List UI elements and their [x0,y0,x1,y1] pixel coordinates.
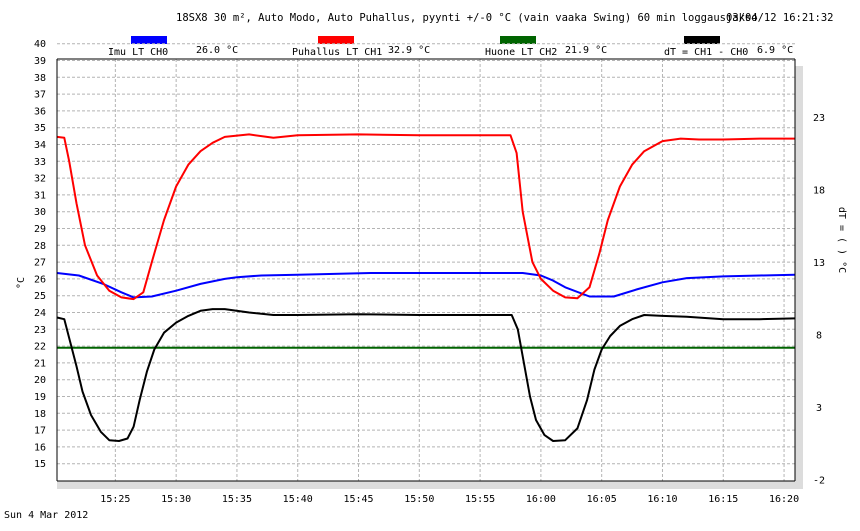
y-tick-label: 26 [34,274,46,285]
y-tick-label: 28 [34,241,46,252]
y-tick-label: 32 [34,174,46,185]
legend-value: 26.0 °C [196,45,238,56]
y-tick-label: 31 [34,190,46,201]
plot-background [57,59,795,481]
chart-title: 18SX8 30 m², Auto Modo, Auto Puhallus, p… [176,12,758,24]
legend-label: Huone LT CH2 [485,47,557,58]
legend: Imu LT CH0 26.0 °C Puhallus LT CH1 32.9 °C H… [108,36,793,58]
legend-swatch [318,36,354,44]
legend-label: Puhallus LT CH1 [292,47,382,58]
y-tick-label: 22 [34,342,46,353]
series-line-puhallus [56,133,795,301]
series-line-dt [56,308,796,442]
x-tick-label: 15:25 [100,494,130,505]
legend-swatch [684,36,720,44]
x-tick-label: 16:10 [647,494,677,505]
series-group [56,133,796,442]
x-tick-label: 16:20 [769,494,799,505]
legend-value: 32.9 °C [388,45,430,56]
x-tick-label: 15:40 [283,494,313,505]
y-axis-ticks: 15 16 17 18 19 20 21 22 23 24 25 26 27 28 29 30 31 32 33 34… [34,39,46,470]
y2-tick-label: 18 [813,186,825,197]
y-tick-label: 34 [34,140,46,151]
x-tick-label: 15:55 [465,494,495,505]
y2-tick-label: -2 [813,476,825,487]
legend-swatch [131,36,167,44]
y2-tick-label: 8 [816,331,822,342]
y-tick-label: 33 [34,157,46,168]
legend-label: dT = CH1 - CH0 [664,47,748,58]
x-tick-label: 15:30 [161,494,191,505]
x-tick-label: 15:50 [404,494,434,505]
y-tick-label: 17 [34,426,46,437]
y-tick-label: 39 [34,56,46,67]
x-tick-label: 16:00 [526,494,556,505]
series-line-imu [56,272,796,299]
y2-tick-label: 13 [813,258,825,269]
y-tick-label: 18 [34,409,46,420]
y-tick-label: 16 [34,442,46,453]
x-tick-label: 15:45 [343,494,373,505]
grid-horizontal [57,43,795,465]
y-tick-label: 25 [34,291,46,302]
y-tick-label: 38 [34,73,46,84]
legend-swatch [500,36,536,44]
y2-tick-label: 3 [816,403,822,414]
legend-value: 21.9 °C [565,45,607,56]
legend-value: 6.9 °C [757,45,793,56]
y-tick-label: 35 [34,123,46,134]
x-tick-label: 15:35 [222,494,252,505]
y-axis-label: °C [16,277,27,289]
legend-label: Imu LT CH0 [108,47,168,58]
footer-date: Sun 4 Mar 2012 [4,510,88,521]
y2-axis-ticks: -2 3 8 13 18 23 [813,113,825,487]
y-tick-label: 29 [34,224,46,235]
y-tick-label: 19 [34,392,46,403]
y-tick-label: 20 [34,375,46,386]
y-tick-label: 21 [34,358,46,369]
y-tick-label: 36 [34,106,46,117]
y-tick-label: 15 [34,459,46,470]
y2-axis-label: dT = ( ) °C [836,207,847,273]
x-tick-label: 16:15 [708,494,738,505]
y-tick-label: 30 [34,207,46,218]
x-axis-ticks: 15:25 15:30 15:35 15:40 15:45 15:50 15:55 16:00… [100,494,799,505]
y-tick-label: 24 [34,308,46,319]
right-axis-strip [795,66,803,489]
y2-tick-label: 23 [813,113,825,124]
header-timestamp: 03/04/12 16:21:32 [726,12,833,24]
y-tick-label: 40 [34,39,46,50]
grid-vertical [114,59,785,481]
y-tick-label: 27 [34,258,46,269]
x-tick-label: 16:05 [587,494,617,505]
y-tick-label: 37 [34,90,46,101]
y-tick-label: 23 [34,325,46,336]
x-axis-strip [57,481,795,489]
